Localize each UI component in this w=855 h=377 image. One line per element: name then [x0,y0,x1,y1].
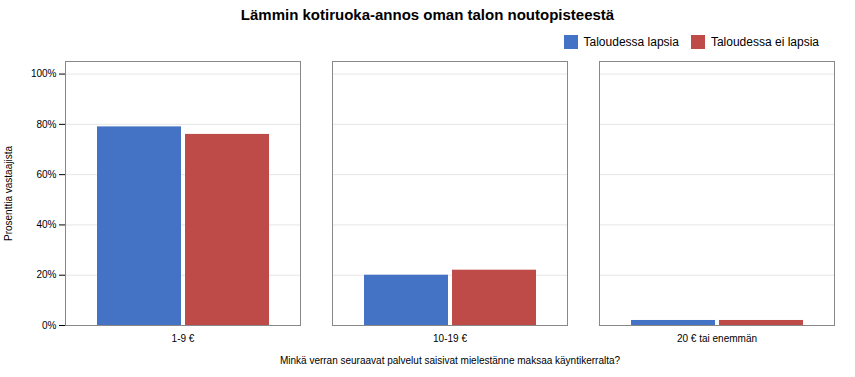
svg-text:100%: 100% [31,68,57,79]
svg-text:40%: 40% [36,219,56,230]
html-text:Taloudessa lapsia: Taloudessa lapsia [583,34,679,49]
svg-text:10-19 €: 10-19 € [433,333,467,344]
html-text:Taloudessa ei lapsia: Taloudessa ei lapsia [710,34,819,49]
html-text:Lämmin kotiruoka-annos oman ta: Lämmin kotiruoka-annos oman talon noutop… [240,6,615,23]
svg-text:Minkä verran seuraavat palvelu: Minkä verran seuraavat palvelut saisivat… [280,355,621,366]
svg-text:80%: 80% [36,119,56,130]
svg-text:60%: 60% [36,169,56,180]
svg-text:20%: 20% [36,269,56,280]
svg-text:0%: 0% [42,320,57,331]
svg-text:Prosenttia vastaajista: Prosenttia vastaajista [3,146,14,241]
svg-text:1-9 €: 1-9 € [172,333,195,344]
svg-text:20 € tai enemmän: 20 € tai enemmän [677,333,757,344]
